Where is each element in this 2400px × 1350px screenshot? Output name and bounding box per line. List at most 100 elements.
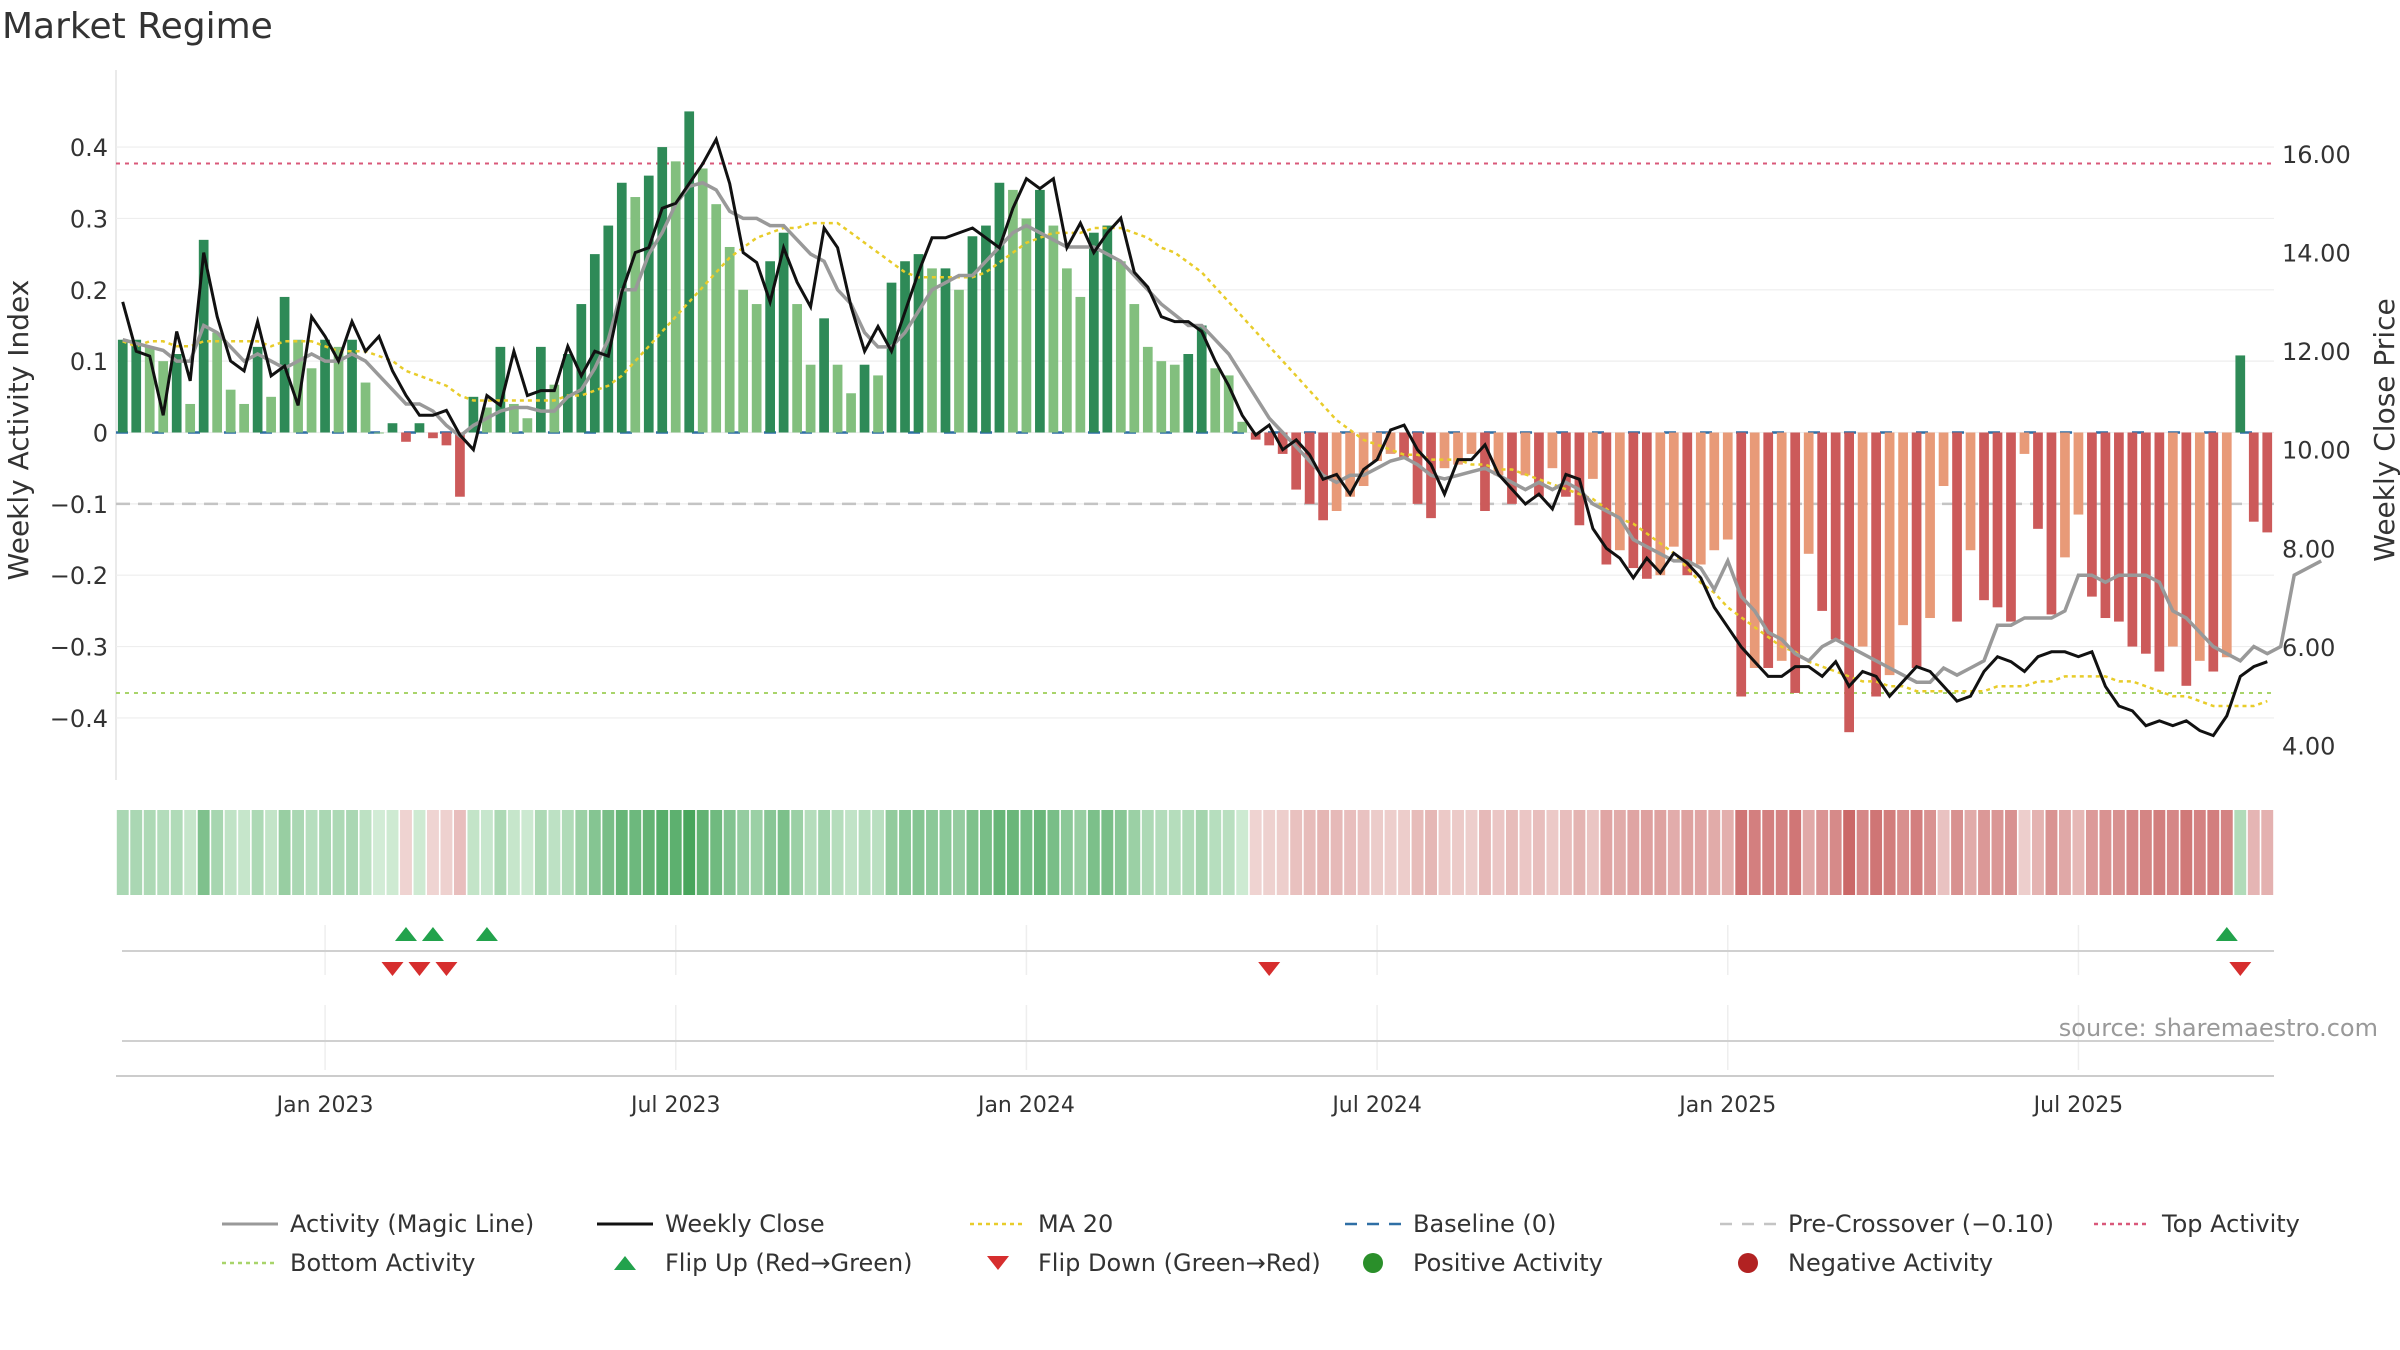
regime-strip-cell (332, 810, 345, 895)
activity-bar (158, 361, 169, 433)
activity-bar (886, 282, 897, 433)
activity-bar (1547, 432, 1558, 469)
regime-strip-cell (804, 810, 817, 895)
activity-bar (738, 289, 749, 433)
regime-strip-cell (1951, 810, 1963, 895)
regime-strip-cell (656, 810, 669, 895)
regime-strip-cell (1317, 810, 1330, 895)
regime-strip-cell (1613, 810, 1626, 895)
activity-bar (252, 346, 263, 433)
regime-strip-cell (1006, 810, 1019, 895)
regime-strip-cell (1425, 810, 1437, 895)
activity-bar (239, 403, 249, 433)
regime-strip-cell (1033, 810, 1046, 895)
regime-strip-cell (2126, 810, 2139, 895)
flip-up-marker (2215, 927, 2238, 941)
regime-strip-cell (453, 810, 466, 895)
regime-strip-cell (400, 810, 412, 895)
activity-bar (1628, 432, 1639, 569)
regime-strip-cell (966, 810, 979, 895)
activity-bar (2006, 432, 2016, 622)
activity-bar (954, 289, 964, 433)
y-tick-label: −0.3 (50, 634, 108, 662)
regime-strip-cell (1155, 810, 1168, 895)
activity-bar (2046, 432, 2057, 615)
ma20-line (122, 221, 2268, 708)
activity-bar (468, 396, 479, 433)
regime-strip-cell (1209, 810, 1222, 895)
activity-bar (293, 339, 303, 433)
activity-bar (630, 197, 641, 433)
regime-strip-cell (737, 810, 750, 895)
activity-bar (1736, 432, 1747, 697)
activity-bar (387, 423, 398, 433)
activity-bar (724, 246, 735, 433)
regime-strip-cell (642, 810, 655, 895)
activity-bar (2262, 432, 2273, 533)
regime-strip-cell (1654, 810, 1667, 895)
regime-strip-cell (130, 810, 143, 895)
regime-strip-cell (1816, 810, 1829, 895)
regime-strip-cell (1640, 810, 1653, 895)
activity-bar (751, 304, 762, 433)
regime-strip-cell (750, 810, 763, 895)
y2-tick-label: 4.00 (2282, 732, 2335, 760)
activity-bar (1763, 432, 1774, 668)
regime-strip-cell (588, 810, 601, 895)
activity-bar (2060, 432, 2070, 558)
regime-strip-cell (615, 810, 628, 895)
regime-strip-cell (575, 810, 588, 895)
activity-bar (576, 304, 587, 433)
y-tick-label: 0.4 (70, 134, 108, 162)
regime-strip-cell (1087, 810, 1100, 895)
activity-bar (1695, 432, 1706, 565)
activity-bar (1776, 432, 1787, 661)
x-tick-label: Jul 2023 (629, 1093, 721, 1118)
regime-strip-cell (1020, 810, 1033, 895)
activity-bar (144, 346, 155, 433)
activity-bar (1062, 268, 1072, 433)
regime-strip-cell (170, 810, 183, 895)
regime-strip-cell (2032, 810, 2044, 895)
regime-strip-cell (292, 810, 305, 895)
regime-strip-cell (1384, 810, 1397, 895)
activity-bar (1210, 368, 1221, 433)
regime-strip-cell (2234, 810, 2247, 895)
activity-bar (2194, 432, 2205, 661)
activity-bar (940, 268, 951, 433)
regime-strip-cell (1829, 810, 1842, 895)
regime-strip-cell (1546, 810, 1559, 895)
regime-strip-cell (116, 810, 129, 895)
activity-bar (2221, 432, 2232, 658)
regime-strip-cell (1492, 810, 1505, 895)
activity-bar (441, 432, 452, 446)
activity-bar (1938, 432, 1949, 487)
regime-strip-cell (885, 810, 898, 895)
activity-bar (1844, 432, 1854, 733)
regime-strip-cell (1897, 810, 1910, 895)
regime-strip-cell (723, 810, 736, 895)
regime-strip-cell (1168, 810, 1181, 895)
activity-bar (185, 403, 196, 433)
activity-bar (347, 339, 357, 433)
activity-bar (198, 239, 209, 433)
activity-bar (455, 432, 465, 497)
activity-bar (1439, 432, 1450, 469)
regime-strip-cell (1559, 810, 1572, 895)
regime-strip-cell (629, 810, 642, 895)
regime-strip-cell (211, 810, 224, 895)
activity-bar (1992, 432, 2003, 608)
activity-bar (1965, 432, 1976, 551)
activity-bar (522, 418, 533, 433)
regime-strip-cell (265, 810, 278, 895)
regime-strip-cell (1762, 810, 1775, 895)
regime-strip-cell (2112, 810, 2125, 895)
activity-bar (967, 236, 978, 433)
activity-bar (1682, 432, 1693, 576)
flip-up-marker (475, 927, 498, 941)
activity-bar (1588, 432, 1598, 479)
source-label: source: sharemaestro.com (2058, 1014, 2378, 1042)
activity-bar (2127, 432, 2138, 647)
activity-bar (697, 168, 708, 433)
activity-bar (1668, 432, 1679, 547)
